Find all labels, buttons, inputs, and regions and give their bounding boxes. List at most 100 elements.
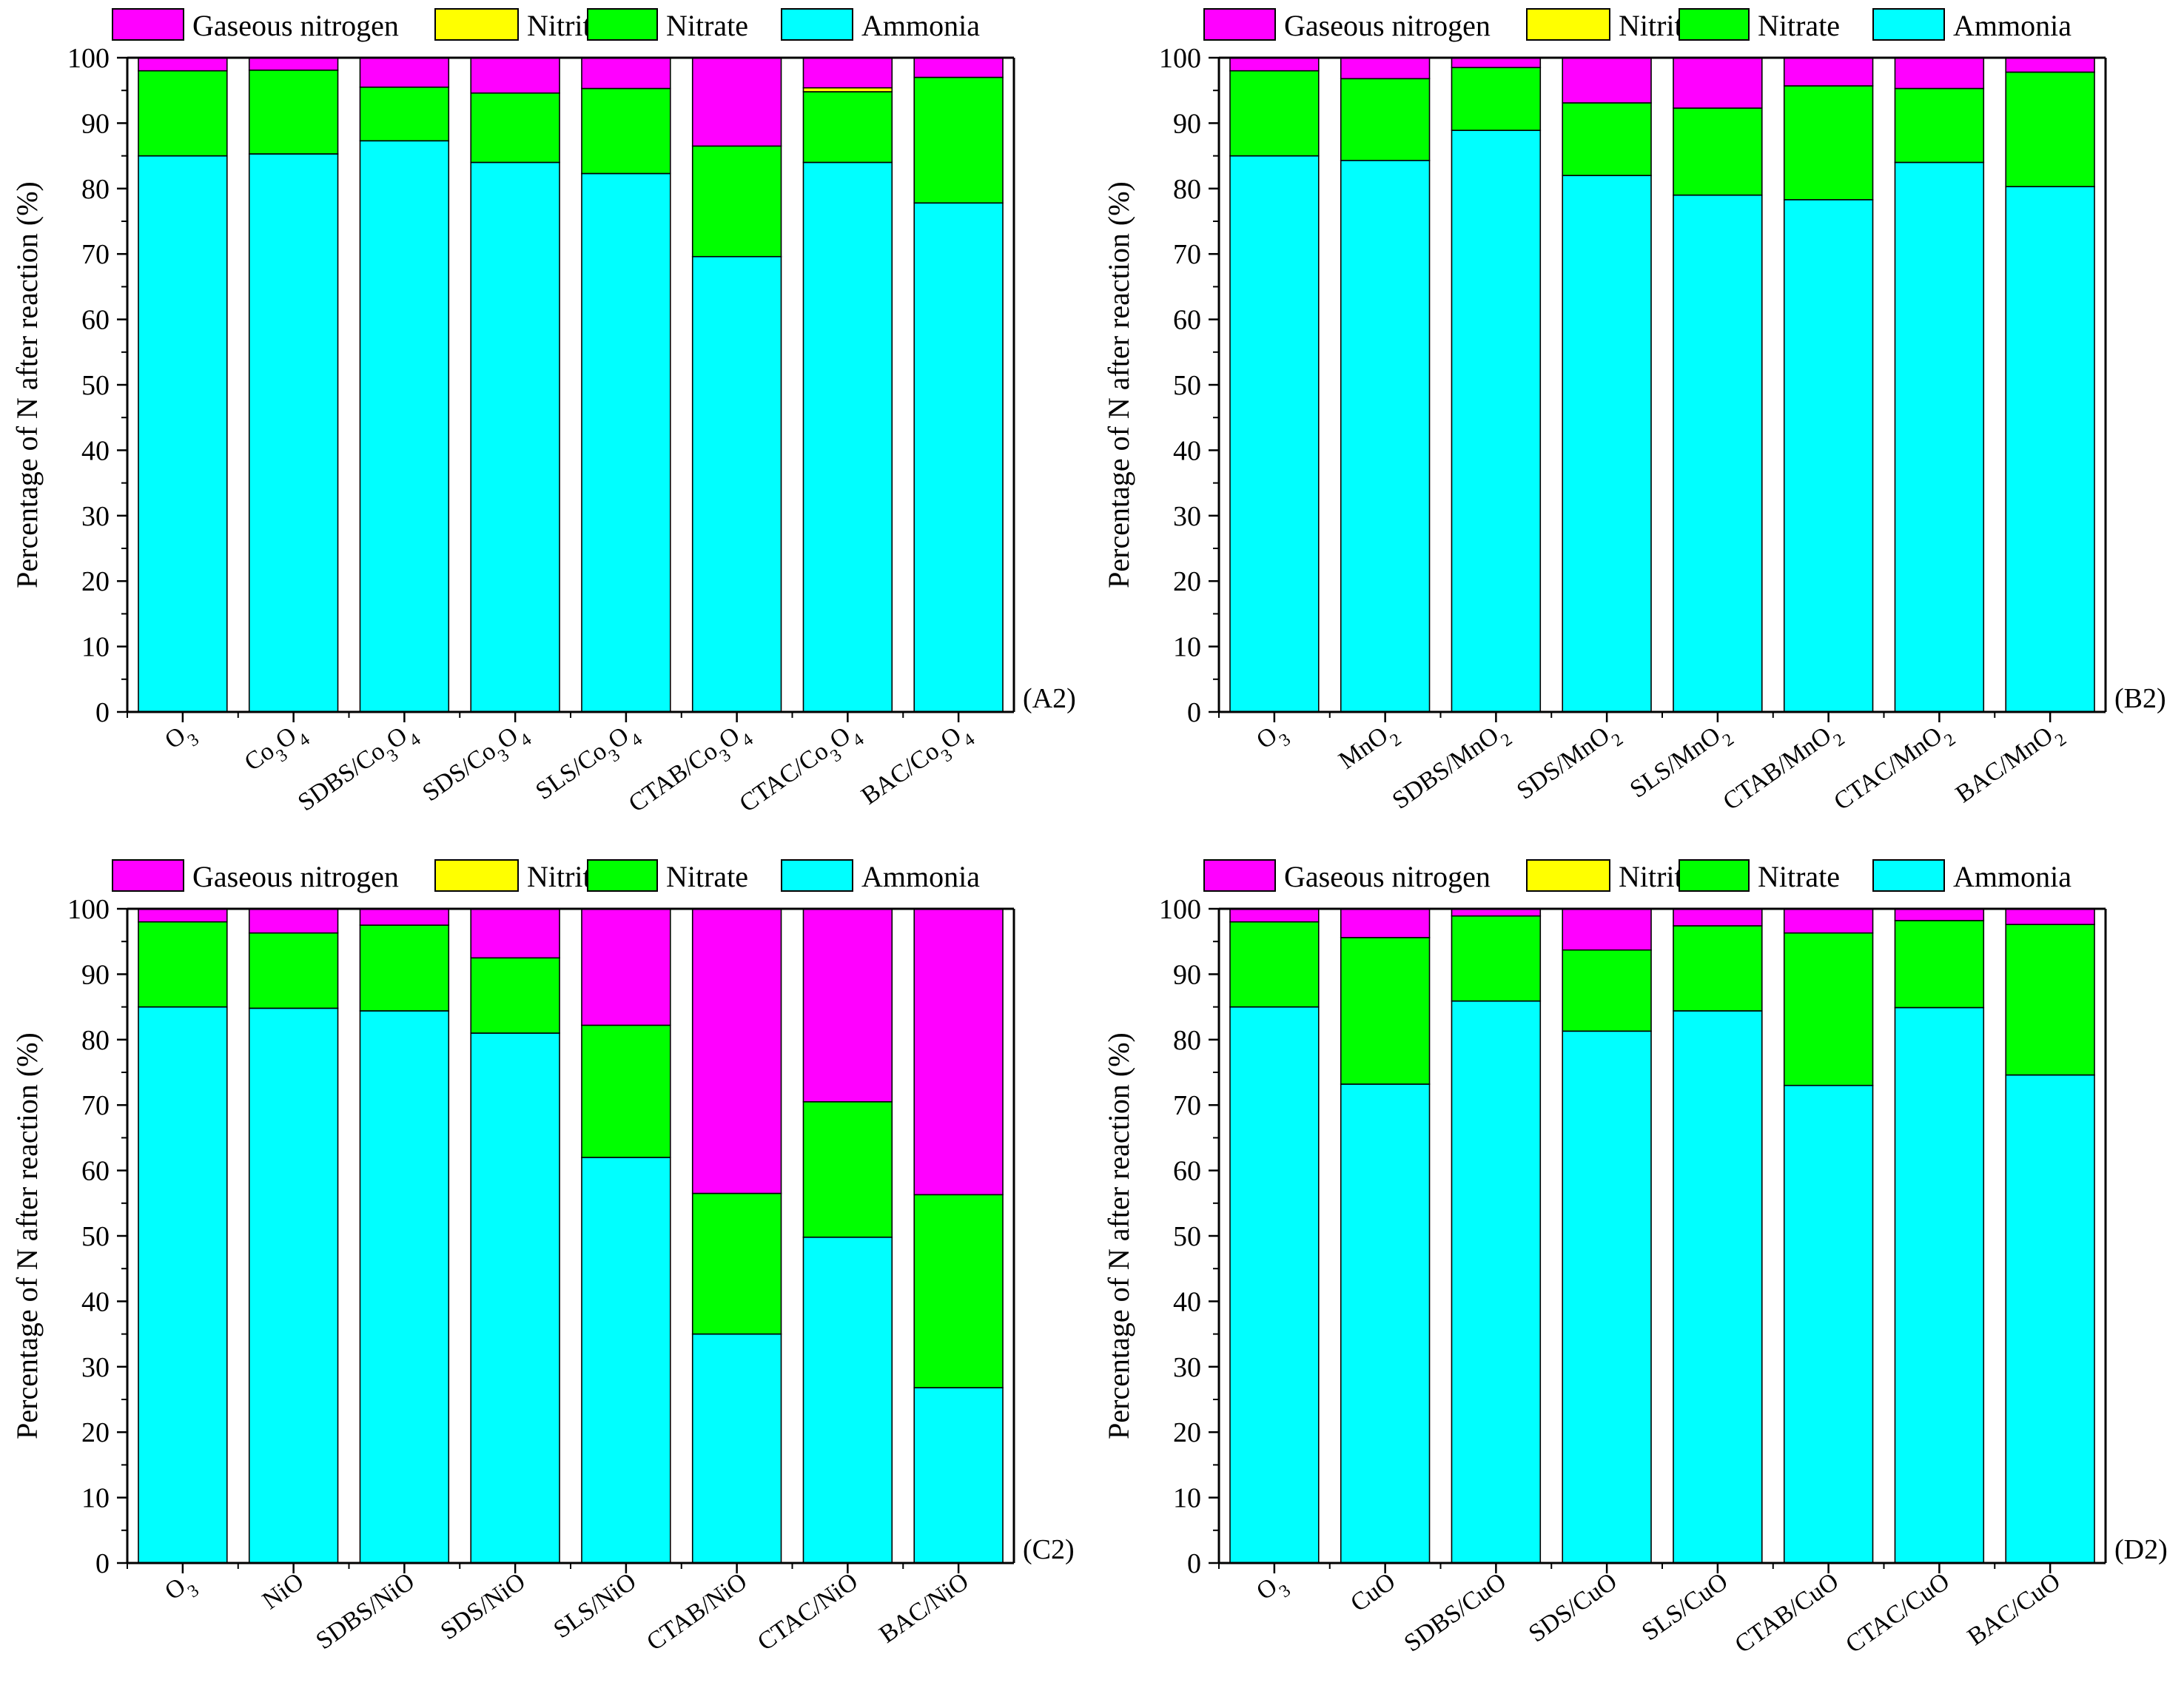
legend-label-ammonia: Ammonia: [861, 860, 980, 893]
y-tick-label: 0: [95, 697, 110, 728]
x-tick-label: SDBS/CuO: [1400, 1567, 1511, 1657]
bar-segment-nitrate-6: [1783, 932, 1874, 1086]
panel-label: (C2): [1023, 1534, 1075, 1565]
legend-item-gaseous-nitrogen: Gaseous nitrogen: [1203, 859, 1491, 893]
chart-panel-c2: Gaseous nitrogen Nitrite Nitrate Ammonia 0 10…: [10, 859, 1075, 1656]
bar-segment-gaseous-nitrogen-2: [1340, 57, 1431, 80]
legend-item-ammonia: Ammonia: [1872, 859, 2072, 893]
bar-segment-nitrate-7: [802, 1100, 893, 1238]
bar-segment-gaseous-nitrogen-3: [1451, 57, 1542, 69]
bar-segment-gaseous-nitrogen-1: [138, 908, 228, 923]
x-tick-label: CTAB/MnO2: [1718, 716, 1849, 822]
bar-segment-nitrate-3: [1451, 67, 1542, 131]
legend-swatch-nitrate: [587, 8, 658, 41]
bar-segment-nitrate-7: [1894, 920, 1985, 1009]
bar-segment-gaseous-nitrogen-6: [691, 57, 782, 147]
y-tick-label: 10: [81, 632, 110, 663]
bar-segment-nitrate-2: [248, 932, 339, 1009]
legend-label-nitrate: Nitrate: [666, 9, 748, 42]
y-tick-label: 90: [1173, 108, 1201, 139]
bar-segment-ammonia-2: [248, 1007, 339, 1564]
legend-swatch-nitrate: [1679, 8, 1750, 41]
y-tick-label: 50: [81, 1221, 110, 1252]
y-tick-label: 60: [81, 305, 110, 336]
bars: [138, 57, 1004, 713]
y-tick-label: 90: [1173, 959, 1201, 990]
bar-segment-ammonia-4: [470, 161, 560, 713]
y-tick-label: 20: [1173, 1417, 1201, 1448]
y-tick-label: 70: [81, 1090, 110, 1121]
legend-label-gaseous-nitrogen: Gaseous nitrogen: [192, 9, 399, 42]
x-tick-label: SDS/Co3O4: [417, 716, 535, 813]
bars: [1229, 57, 2095, 713]
legend: Gaseous nitrogen Nitrite Nitrate Ammonia: [1203, 859, 2072, 893]
panel-label: (A2): [1023, 683, 1076, 714]
x-tick-label: SLS/CuO: [1637, 1567, 1733, 1646]
legend-label-gaseous-nitrogen: Gaseous nitrogen: [1284, 860, 1491, 893]
legend-item-nitrite: Nitrite: [434, 859, 604, 893]
bar-segment-ammonia-1: [1229, 1006, 1320, 1564]
legend-swatch-ammonia: [781, 859, 853, 892]
legend-swatch-gaseous-nitrogen: [1203, 859, 1276, 892]
legend-label-gaseous-nitrogen: Gaseous nitrogen: [1284, 9, 1491, 42]
y-tick-label: 90: [81, 108, 110, 139]
x-tick-label: SDBS/MnO2: [1388, 716, 1516, 821]
legend-item-gaseous-nitrogen: Gaseous nitrogen: [112, 859, 399, 893]
legend-swatch-ammonia: [1872, 859, 1945, 892]
legend-item-nitrite: Nitrite: [1526, 8, 1696, 42]
legend-label-ammonia: Ammonia: [1953, 9, 2072, 42]
y-tick-label: 90: [81, 959, 110, 990]
x-tick-label: CTAC/Co3O4: [735, 716, 868, 824]
y-tick-label: 70: [1173, 239, 1201, 270]
bar-segment-gaseous-nitrogen-4: [1562, 908, 1652, 951]
legend-swatch-gaseous-nitrogen: [112, 859, 184, 892]
bars: [138, 908, 1004, 1564]
legend-item-nitrate: Nitrate: [1679, 859, 1840, 893]
bar-segment-gaseous-nitrogen-5: [1673, 908, 1763, 927]
bar-segment-gaseous-nitrogen-3: [359, 57, 450, 88]
y-tick-label: 30: [1173, 501, 1201, 532]
legend-swatch-nitrite: [1526, 8, 1610, 41]
x-tick-label: Co3O4: [240, 716, 314, 783]
y-tick-label: 60: [1173, 305, 1201, 336]
y-axis-title: Percentage of N after reaction (%): [10, 1032, 44, 1439]
x-tick-label: SLS/NiO: [549, 1567, 642, 1644]
bar-segment-ammonia-6: [691, 1333, 782, 1564]
y-tick-label: 60: [81, 1156, 110, 1187]
x-tick-label: NiO: [258, 1567, 309, 1615]
bar-segment-nitrate-1: [1229, 70, 1320, 157]
bar-segment-ammonia-5: [581, 1157, 671, 1564]
legend-swatch-nitrite: [1526, 859, 1610, 892]
legend: Gaseous nitrogen Nitrite Nitrate Ammonia: [1203, 8, 2072, 42]
y-tick-label: 10: [1173, 1483, 1201, 1514]
bar-segment-gaseous-nitrogen-3: [359, 908, 450, 926]
legend-item-ammonia: Ammonia: [781, 859, 980, 893]
legend-item-gaseous-nitrogen: Gaseous nitrogen: [112, 8, 399, 42]
bar-segment-ammonia-3: [359, 140, 450, 713]
legend-item-ammonia: Ammonia: [781, 8, 980, 42]
x-tick-label: BAC/CuO: [1963, 1567, 2066, 1651]
legend-swatch-ammonia: [781, 8, 853, 41]
legend-label-nitrate: Nitrate: [666, 860, 748, 893]
bar-segment-ammonia-5: [1673, 194, 1763, 713]
bar-segment-nitrate-6: [691, 145, 782, 258]
y-tick-label: 80: [81, 174, 110, 205]
legend-label-ammonia: Ammonia: [1953, 860, 2072, 893]
bar-segment-nitrate-7: [1894, 87, 1985, 164]
legend-label-nitrate: Nitrate: [1758, 860, 1840, 893]
bar-segment-ammonia-1: [138, 155, 228, 713]
x-tick-label: BAC/NiO: [875, 1567, 974, 1648]
legend-item-nitrate: Nitrate: [587, 8, 748, 42]
panel-label: (D2): [2114, 1534, 2168, 1565]
y-tick-label: 40: [81, 1286, 110, 1317]
bar-segment-gaseous-nitrogen-5: [1673, 57, 1763, 109]
y-tick-label: 70: [1173, 1090, 1201, 1121]
bar-segment-ammonia-2: [1340, 1083, 1431, 1564]
y-tick-label: 0: [95, 1548, 110, 1579]
y-tick-label: 80: [81, 1025, 110, 1056]
bar-segment-gaseous-nitrogen-1: [1229, 57, 1320, 72]
y-tick-label: 20: [1173, 566, 1201, 597]
bar-segment-gaseous-nitrogen-7: [802, 57, 893, 89]
y-tick-label: 20: [81, 1417, 110, 1448]
bar-segment-nitrate-2: [248, 69, 339, 155]
